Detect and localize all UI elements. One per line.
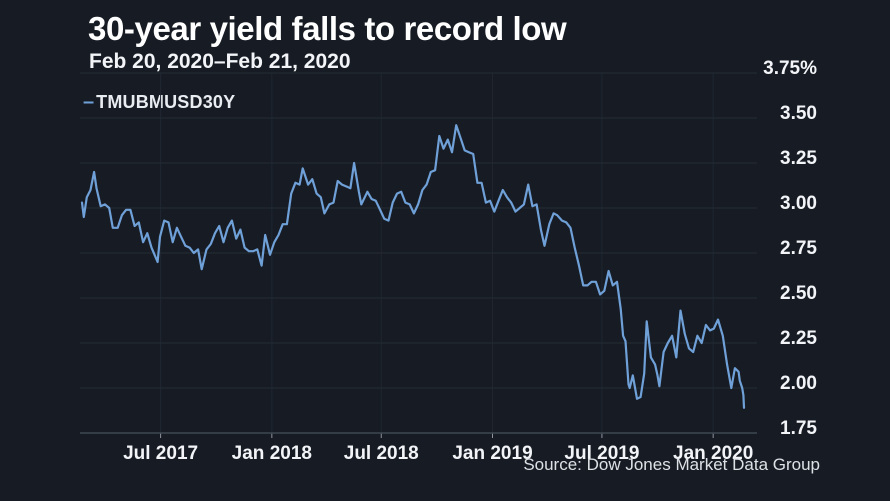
y-axis-label: 3.75% bbox=[763, 58, 817, 79]
y-axis-label: 2.00 bbox=[780, 373, 817, 394]
chart-title: 30-year yield falls to record low bbox=[88, 10, 567, 47]
x-axis-label: Jan 2019 bbox=[452, 443, 532, 464]
y-axis-label: 3.00 bbox=[780, 193, 817, 214]
y-axis-label: 1.75 bbox=[780, 418, 817, 439]
source-attribution: Source: Dow Jones Market Data Group bbox=[523, 455, 820, 474]
x-axis-label: Jul 2017 bbox=[123, 443, 198, 464]
x-axis-label: Jan 2018 bbox=[232, 443, 312, 464]
series-line-TMUBMUSD30Y[interactable] bbox=[80, 124, 746, 409]
x-axis-label: Jan 2020 bbox=[673, 443, 753, 464]
legend-series-marker: – bbox=[83, 90, 95, 113]
legend: – TMUBMUSD30Y bbox=[83, 92, 235, 113]
y-axis-label: 2.50 bbox=[780, 283, 817, 304]
y-axis-label: 2.75 bbox=[780, 238, 817, 259]
y-axis-label: 2.25 bbox=[780, 328, 817, 349]
chart-subtitle: Feb 20, 2020–Feb 21, 2020 bbox=[89, 50, 351, 73]
y-axis-label: 3.50 bbox=[780, 103, 817, 124]
legend-series-label: TMUBMUSD30Y bbox=[96, 92, 236, 112]
x-axis-label: Jul 2019 bbox=[564, 443, 639, 464]
x-axis-label: Jul 2018 bbox=[344, 443, 419, 464]
y-axis-label: 3.25 bbox=[780, 148, 817, 169]
